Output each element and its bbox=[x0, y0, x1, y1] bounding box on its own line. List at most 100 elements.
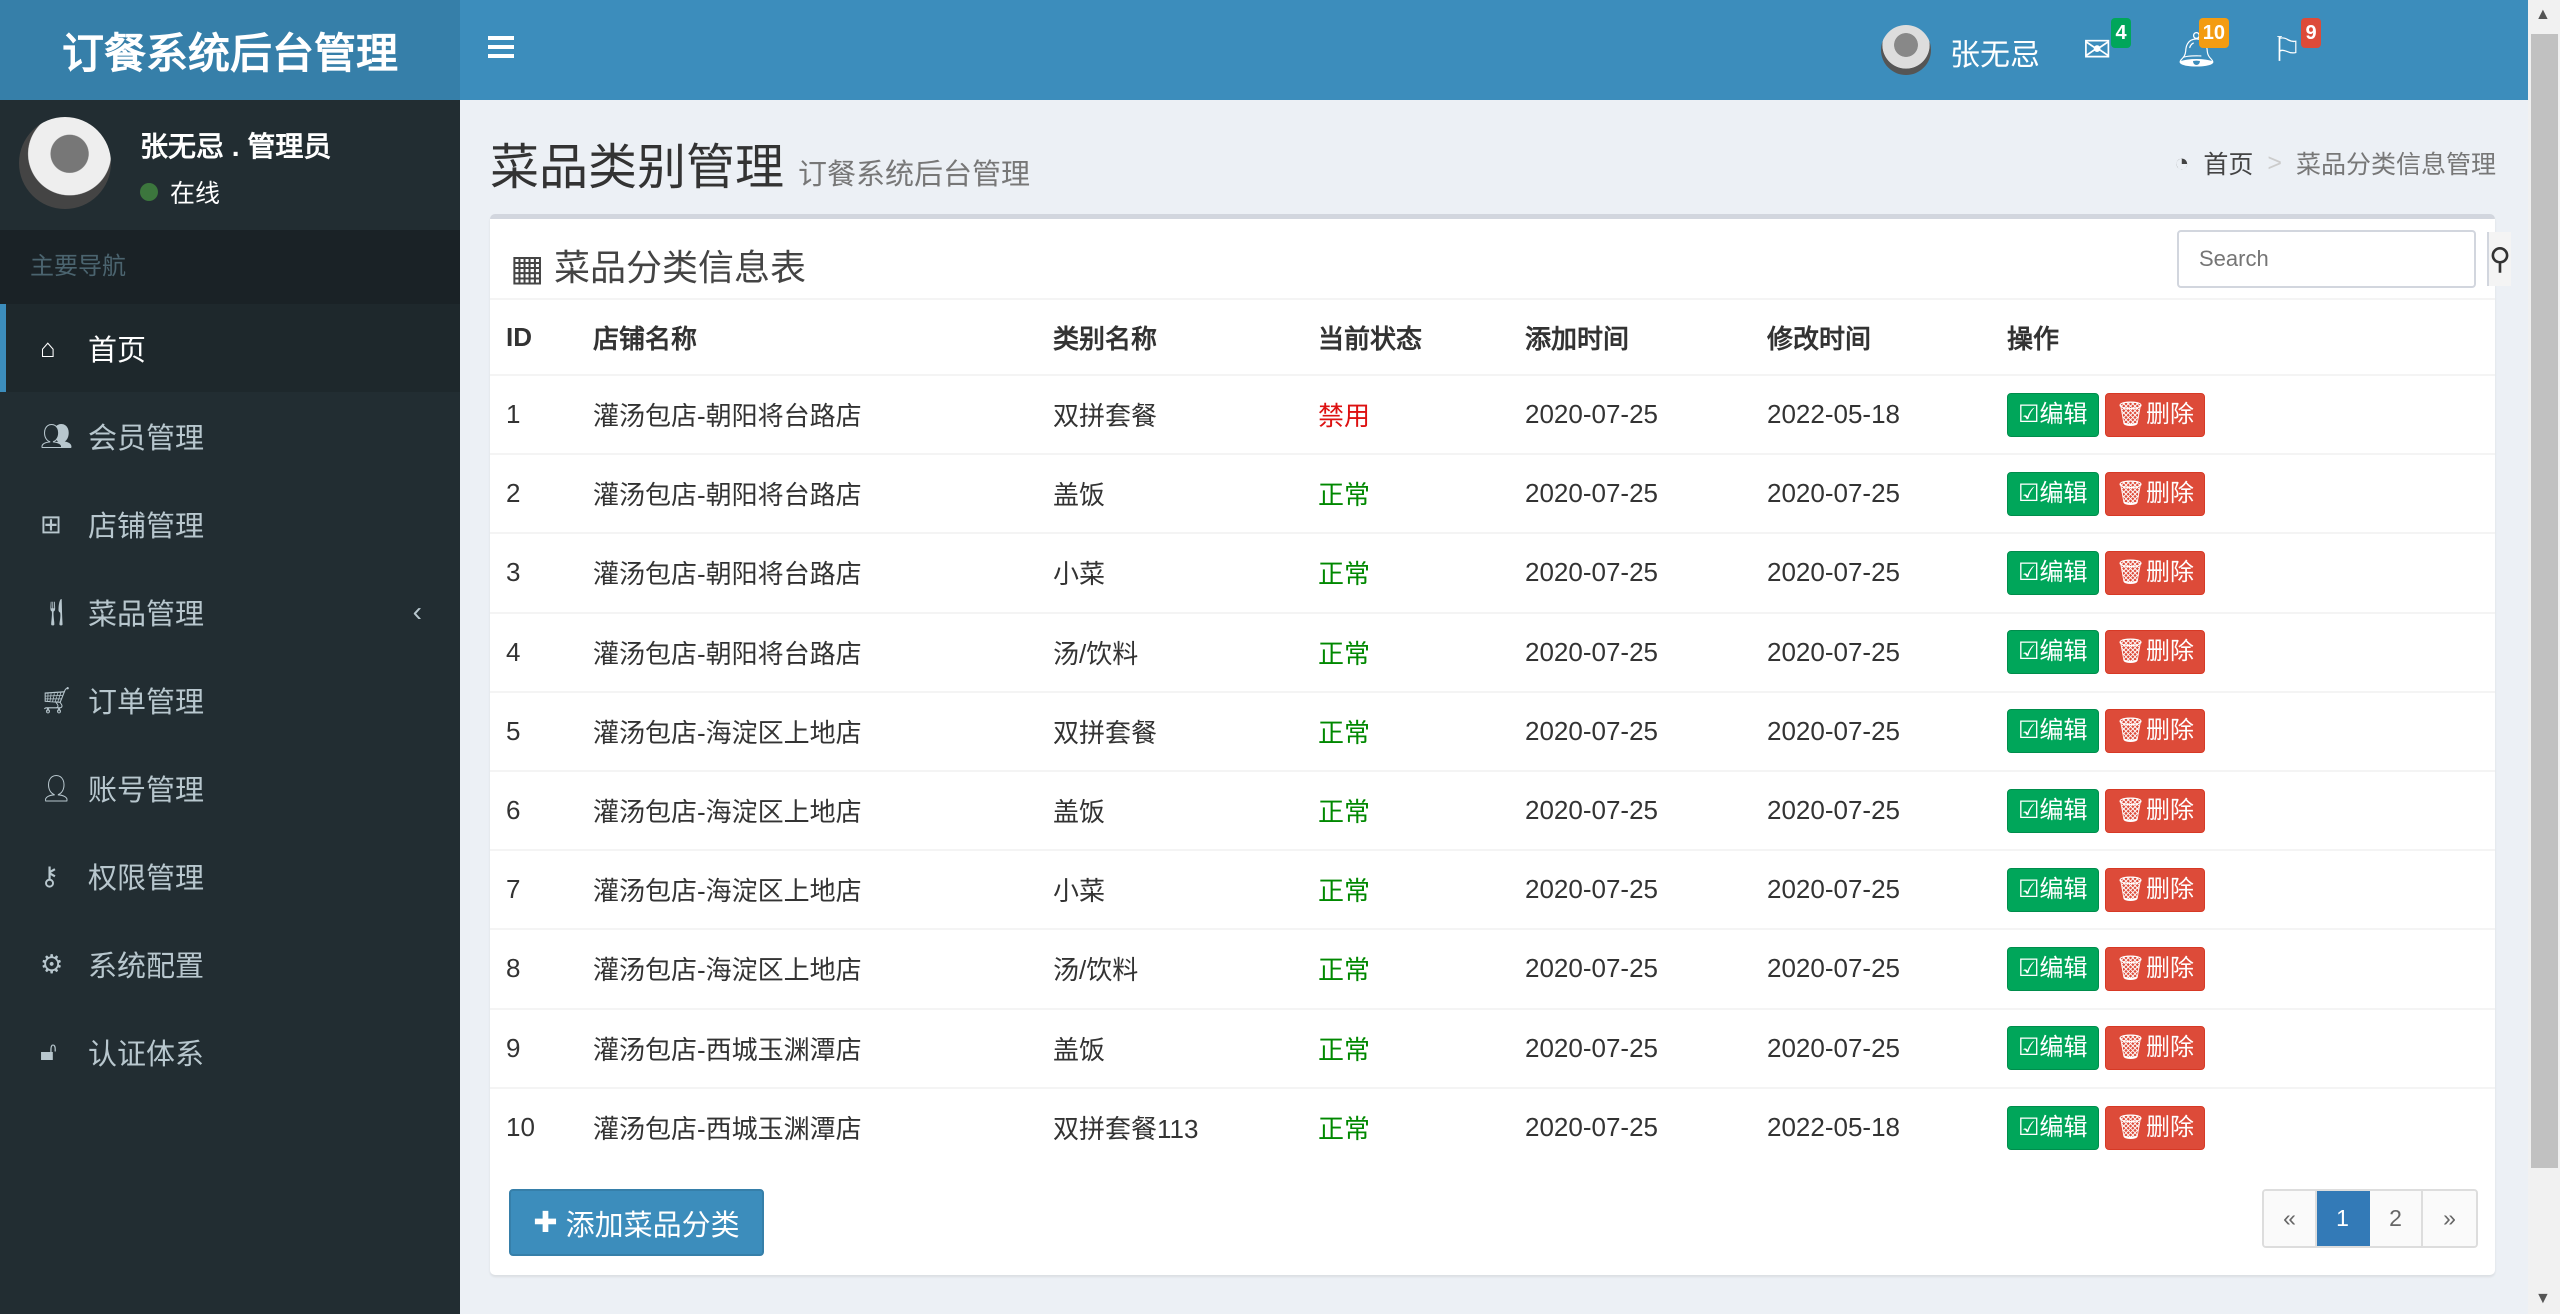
table-row: 6 灌汤包店-海淀区上地店 盖饭 正常 2020-07-25 2020-07-2… bbox=[490, 769, 2495, 851]
cell-modified: 2020-07-25 bbox=[1767, 1007, 2007, 1088]
sidebar-item-label: 认证体系 bbox=[88, 1039, 205, 1071]
plus-icon: ✚ bbox=[533, 1207, 558, 1239]
delete-button[interactable]: 🗑︎删除 bbox=[2104, 709, 2205, 754]
cell-status: 正常 bbox=[1318, 611, 1525, 692]
trash-icon: 🗑︎ bbox=[2115, 796, 2146, 824]
cell-shop: 灌汤包店-海淀区上地店 bbox=[593, 769, 1053, 851]
sidebar-item-auth[interactable]: 🔓︎ 认证体系 bbox=[0, 1008, 460, 1096]
sidebar-item-accounts[interactable]: 👤︎ 账号管理 bbox=[0, 744, 460, 832]
sidebar-item-permissions[interactable]: ⚷ 权限管理 bbox=[0, 832, 460, 920]
search-input[interactable] bbox=[2179, 232, 2487, 286]
column-header-actions: 操作 bbox=[2007, 300, 2495, 376]
cell-category: 双拼套餐 bbox=[1053, 373, 1318, 455]
user-avatar[interactable] bbox=[1881, 25, 1931, 75]
edit-icon: ☑ bbox=[2018, 1113, 2040, 1141]
edit-icon: ☑ bbox=[2018, 1034, 2040, 1062]
sidebar-toggle-icon[interactable] bbox=[488, 36, 514, 58]
cell-actions: ☑编辑 🗑︎删除 bbox=[2007, 532, 2495, 613]
search-button[interactable]: ⚲ bbox=[2487, 232, 2511, 286]
scroll-down-icon[interactable]: ▼ bbox=[2535, 1290, 2551, 1307]
cell-category: 双拼套餐 bbox=[1053, 690, 1318, 771]
mail-icon[interactable]: ✉ 4 bbox=[2077, 18, 2131, 70]
status-text: 在线 bbox=[170, 180, 221, 208]
sidebar-item-label: 账号管理 bbox=[88, 775, 205, 807]
cell-actions: ☑编辑 🗑︎删除 bbox=[2007, 611, 2495, 692]
cell-actions: ☑编辑 🗑︎删除 bbox=[2007, 1086, 2495, 1167]
cell-shop: 灌汤包店-朝阳将台路店 bbox=[593, 453, 1053, 534]
cell-shop: 灌汤包店-海淀区上地店 bbox=[593, 849, 1053, 930]
sidebar-item-shops[interactable]: ⊞ 店铺管理 bbox=[0, 480, 460, 568]
sidebar-item-members[interactable]: 👥︎ 会员管理 bbox=[0, 392, 460, 480]
column-header-category: 类别名称 bbox=[1053, 300, 1318, 376]
sidebar-item-home[interactable]: ⌂ 首页 bbox=[0, 304, 460, 392]
delete-button[interactable]: 🗑︎删除 bbox=[2104, 392, 2205, 437]
delete-button[interactable]: 🗑︎删除 bbox=[2104, 630, 2205, 675]
cell-status: 禁用 bbox=[1318, 373, 1525, 455]
edit-button[interactable]: ☑编辑 bbox=[2007, 1105, 2099, 1150]
edit-button[interactable]: ☑编辑 bbox=[2007, 550, 2099, 595]
bell-icon[interactable]: 🔔︎ 10 bbox=[2175, 18, 2229, 70]
flag-icon[interactable]: ⚐ 9 bbox=[2267, 18, 2321, 70]
edit-button[interactable]: ☑编辑 bbox=[2007, 1026, 2099, 1071]
delete-button[interactable]: 🗑︎删除 bbox=[2104, 550, 2205, 595]
trash-icon: 🗑︎ bbox=[2115, 1034, 2146, 1062]
scrollbar-thumb[interactable] bbox=[2531, 34, 2558, 1168]
edit-button[interactable]: ☑编辑 bbox=[2007, 630, 2099, 675]
delete-label: 删除 bbox=[2145, 875, 2194, 903]
sidebar-item-orders[interactable]: 🛒︎ 订单管理 bbox=[0, 656, 460, 744]
delete-label: 删除 bbox=[2145, 717, 2194, 745]
scroll-up-icon[interactable]: ▲ bbox=[2535, 6, 2551, 23]
cell-shop: 灌汤包店-海淀区上地店 bbox=[593, 690, 1053, 771]
delete-button[interactable]: 🗑︎删除 bbox=[2104, 867, 2205, 912]
delete-button[interactable]: 🗑︎删除 bbox=[2104, 471, 2205, 516]
sidebar-menu: ⌂ 首页 👥︎ 会员管理 ⊞ 店铺管理 🍴︎ 菜品管理 ‹ 🛒︎ 订单管理 👤︎ 账号管理 ⚷… bbox=[0, 304, 460, 1096]
cell-added: 2020-07-25 bbox=[1525, 532, 1767, 613]
add-category-button[interactable]: ✚ 添加菜品分类 bbox=[509, 1189, 764, 1256]
delete-button[interactable]: 🗑︎删除 bbox=[2104, 788, 2205, 833]
pagination: « 1 2 » bbox=[2262, 1189, 2478, 1248]
cell-shop: 灌汤包店-朝阳将台路店 bbox=[593, 532, 1053, 613]
edit-button[interactable]: ☑编辑 bbox=[2007, 946, 2099, 991]
cell-category: 汤/饮料 bbox=[1053, 611, 1318, 692]
cell-shop: 灌汤包店-朝阳将台路店 bbox=[593, 611, 1053, 692]
delete-button[interactable]: 🗑︎删除 bbox=[2104, 1105, 2205, 1150]
cell-added: 2020-07-25 bbox=[1525, 769, 1767, 851]
online-status: 在线 bbox=[140, 174, 220, 210]
edit-button[interactable]: ☑编辑 bbox=[2007, 471, 2099, 516]
sidebar-item-label: 店铺管理 bbox=[88, 511, 205, 543]
delete-button[interactable]: 🗑︎删除 bbox=[2104, 1026, 2205, 1071]
sidebar-item-dishes[interactable]: 🍴︎ 菜品管理 ‹ bbox=[0, 568, 460, 656]
cell-added: 2020-07-25 bbox=[1525, 849, 1767, 930]
cell-category: 汤/饮料 bbox=[1053, 928, 1318, 1009]
edit-button[interactable]: ☑编辑 bbox=[2007, 867, 2099, 912]
user-menu[interactable]: 张无忌 bbox=[1950, 39, 2040, 72]
edit-icon: ☑ bbox=[2018, 875, 2040, 903]
edit-button[interactable]: ☑编辑 bbox=[2007, 709, 2099, 754]
table-row: 3 灌汤包店-朝阳将台路店 小菜 正常 2020-07-25 2020-07-2… bbox=[490, 532, 2495, 613]
cell-category: 盖饭 bbox=[1053, 769, 1318, 851]
cell-id: 5 bbox=[490, 690, 593, 771]
add-category-label: 添加菜品分类 bbox=[565, 1209, 740, 1242]
breadcrumb-home[interactable]: 首页 bbox=[2203, 151, 2254, 179]
delete-button[interactable]: 🗑︎删除 bbox=[2104, 946, 2205, 991]
dashboard-icon: ◔ bbox=[2174, 148, 2190, 177]
edit-label: 编辑 bbox=[2039, 875, 2088, 903]
page-next[interactable]: » bbox=[2423, 1191, 2476, 1246]
delete-label: 删除 bbox=[2145, 638, 2194, 666]
delete-label: 删除 bbox=[2145, 558, 2194, 586]
breadcrumb-separator: > bbox=[2267, 148, 2282, 177]
page-2[interactable]: 2 bbox=[2370, 1191, 2423, 1246]
app-logo[interactable]: 订餐系统后台管理 bbox=[0, 0, 460, 100]
box-title-text: 菜品分类信息表 bbox=[554, 247, 807, 288]
edit-button[interactable]: ☑编辑 bbox=[2007, 392, 2099, 437]
sidebar-item-label: 系统配置 bbox=[88, 951, 205, 983]
breadcrumb-current: 菜品分类信息管理 bbox=[2295, 151, 2496, 179]
page-prev[interactable]: « bbox=[2264, 1191, 2317, 1246]
edit-button[interactable]: ☑编辑 bbox=[2007, 788, 2099, 833]
cell-modified: 2020-07-25 bbox=[1767, 928, 2007, 1009]
trash-icon: 🗑︎ bbox=[2115, 717, 2146, 745]
column-header-shop: 店铺名称 bbox=[593, 300, 1053, 376]
page-1[interactable]: 1 bbox=[2317, 1191, 2370, 1246]
flag-badge: 9 bbox=[2301, 18, 2321, 48]
sidebar-item-settings[interactable]: ⚙ 系统配置 bbox=[0, 920, 460, 1008]
